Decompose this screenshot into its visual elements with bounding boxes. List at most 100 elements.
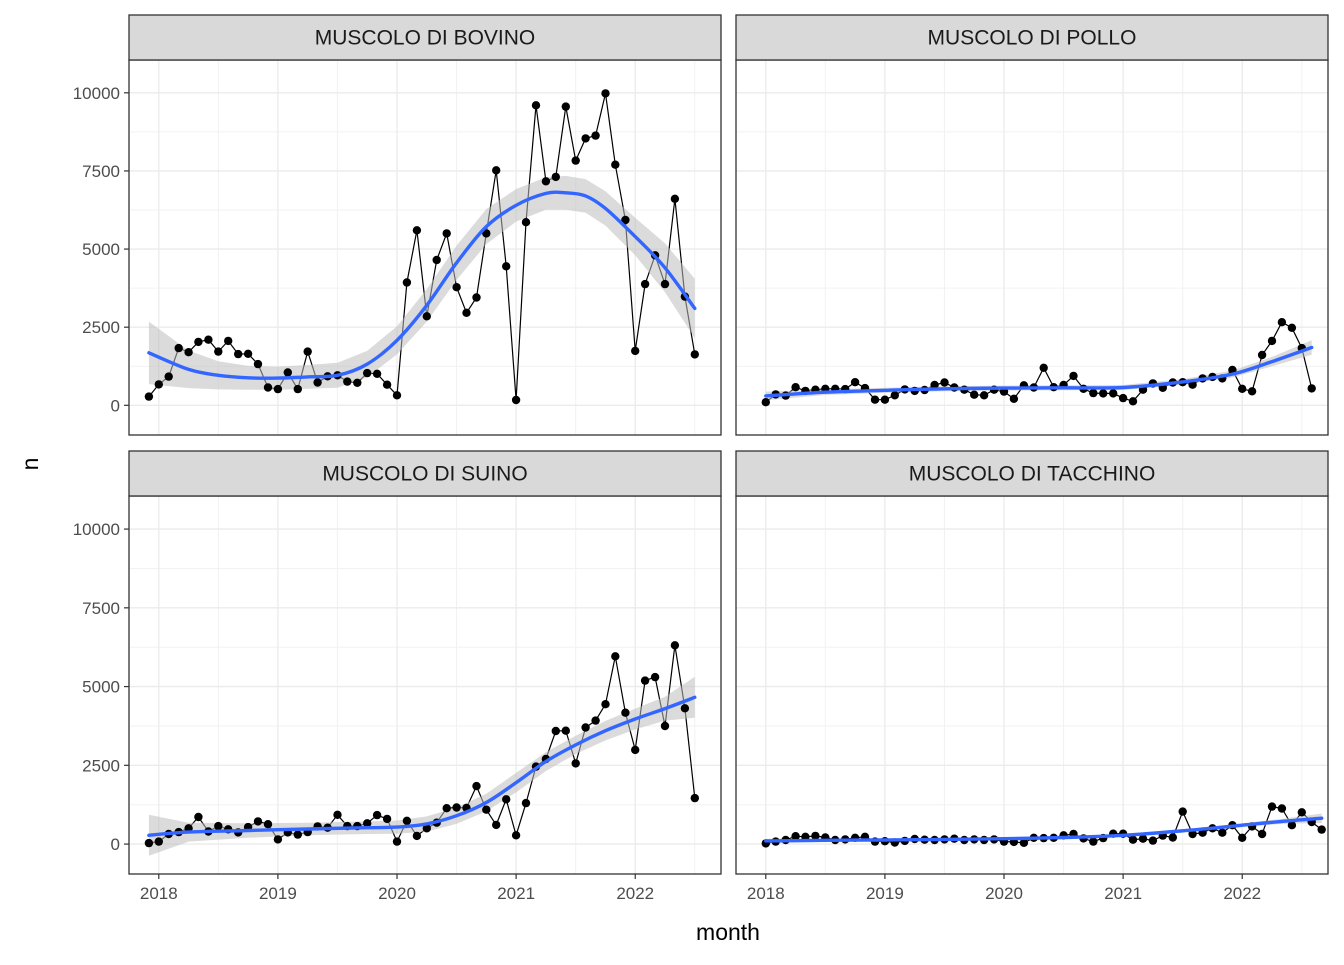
- data-point: [343, 377, 352, 386]
- data-point: [482, 805, 491, 814]
- x-tick-label: 2018: [747, 884, 785, 903]
- data-point: [870, 395, 880, 404]
- data-point: [1009, 394, 1019, 403]
- data-point: [631, 745, 640, 755]
- data-point: [402, 816, 412, 825]
- x-tick-label: 2022: [1223, 884, 1261, 903]
- data-point: [511, 831, 521, 840]
- data-point: [1128, 835, 1138, 844]
- x-tick-label: 2020: [985, 884, 1023, 903]
- data-point: [1257, 829, 1267, 839]
- y-tick-label: 5000: [82, 240, 120, 259]
- data-point: [511, 395, 521, 405]
- data-point: [1287, 821, 1297, 830]
- data-point: [442, 229, 451, 238]
- data-point: [392, 391, 402, 400]
- data-point: [144, 392, 154, 401]
- data-point: [680, 704, 690, 713]
- data-point: [1128, 397, 1138, 406]
- panel-background: [736, 60, 1328, 435]
- panel-content: [129, 496, 721, 874]
- data-point: [472, 781, 481, 791]
- data-point: [144, 838, 154, 848]
- data-point: [1089, 837, 1098, 846]
- data-point: [761, 398, 770, 407]
- data-point: [571, 759, 580, 768]
- data-point: [1178, 807, 1187, 816]
- data-point: [492, 820, 501, 830]
- data-point: [253, 817, 263, 826]
- data-point: [581, 723, 590, 732]
- data-point: [164, 372, 173, 381]
- data-point: [561, 102, 570, 111]
- data-point: [1218, 828, 1227, 837]
- facet-panel: MUSCOLO DI SUINO 0 2500 5000 7500 10000 2018 20…: [73, 450, 722, 903]
- data-point: [850, 378, 860, 387]
- data-point: [970, 390, 979, 399]
- data-point: [234, 349, 243, 359]
- panel-background: [736, 496, 1328, 874]
- x-tick-label: 2021: [497, 884, 535, 903]
- data-point: [452, 803, 461, 812]
- y-tick-label: 7500: [82, 162, 120, 181]
- data-point: [194, 337, 203, 347]
- panel-content: [736, 496, 1328, 874]
- data-point: [591, 131, 600, 140]
- data-point: [670, 641, 680, 650]
- data-point: [930, 380, 939, 390]
- data-point: [591, 716, 600, 725]
- data-point: [601, 89, 610, 98]
- data-point: [561, 726, 570, 735]
- data-point: [1277, 804, 1287, 813]
- data-point: [273, 384, 283, 394]
- data-point: [263, 383, 273, 392]
- panel-content: [129, 60, 721, 435]
- data-point: [631, 346, 640, 356]
- x-tick-label: 2019: [866, 884, 904, 903]
- data-point: [581, 134, 590, 143]
- data-point: [502, 795, 511, 804]
- data-point: [640, 676, 650, 685]
- data-point: [611, 652, 620, 661]
- panel-content: [736, 60, 1328, 435]
- data-point: [502, 262, 511, 271]
- data-point: [890, 391, 899, 400]
- smooth-curve: [764, 345, 1314, 398]
- data-point: [214, 347, 223, 356]
- y-tick-label: 7500: [82, 599, 120, 618]
- data-point: [333, 810, 342, 819]
- x-tick-label: 2019: [259, 884, 297, 903]
- data-point: [452, 283, 461, 292]
- data-point: [243, 349, 253, 358]
- facet-panel: MUSCOLO DI BOVINO 0 2500 5000 7500 10000: [73, 14, 722, 436]
- data-point: [521, 218, 531, 227]
- data-point: [1267, 802, 1277, 811]
- smooth-curve: [147, 190, 697, 380]
- data-point: [1099, 389, 1108, 398]
- data-point: [791, 383, 800, 392]
- data-point: [184, 348, 193, 357]
- facet-panel: MUSCOLO DI TACCHINO 2018 2019 2020 2021 2022: [735, 450, 1329, 903]
- data-point: [611, 160, 620, 169]
- data-point: [979, 391, 989, 400]
- data-point: [482, 229, 491, 238]
- data-point: [1238, 833, 1247, 842]
- facet-strip: [128, 450, 722, 497]
- data-point: [531, 101, 541, 110]
- y-tick-label: 0: [111, 396, 120, 415]
- data-point: [1297, 808, 1307, 817]
- data-point: [283, 368, 292, 377]
- data-point: [432, 255, 441, 265]
- confidence-ribbon: [148, 175, 695, 390]
- data-point: [1168, 833, 1178, 842]
- data-point: [253, 359, 263, 369]
- data-point: [1138, 834, 1148, 843]
- x-tick-label: 2022: [616, 884, 654, 903]
- data-point: [392, 837, 402, 846]
- data-point: [154, 380, 163, 389]
- data-point: [363, 368, 372, 378]
- data-point: [1188, 829, 1197, 839]
- data-point: [650, 672, 660, 682]
- data-point: [551, 172, 560, 182]
